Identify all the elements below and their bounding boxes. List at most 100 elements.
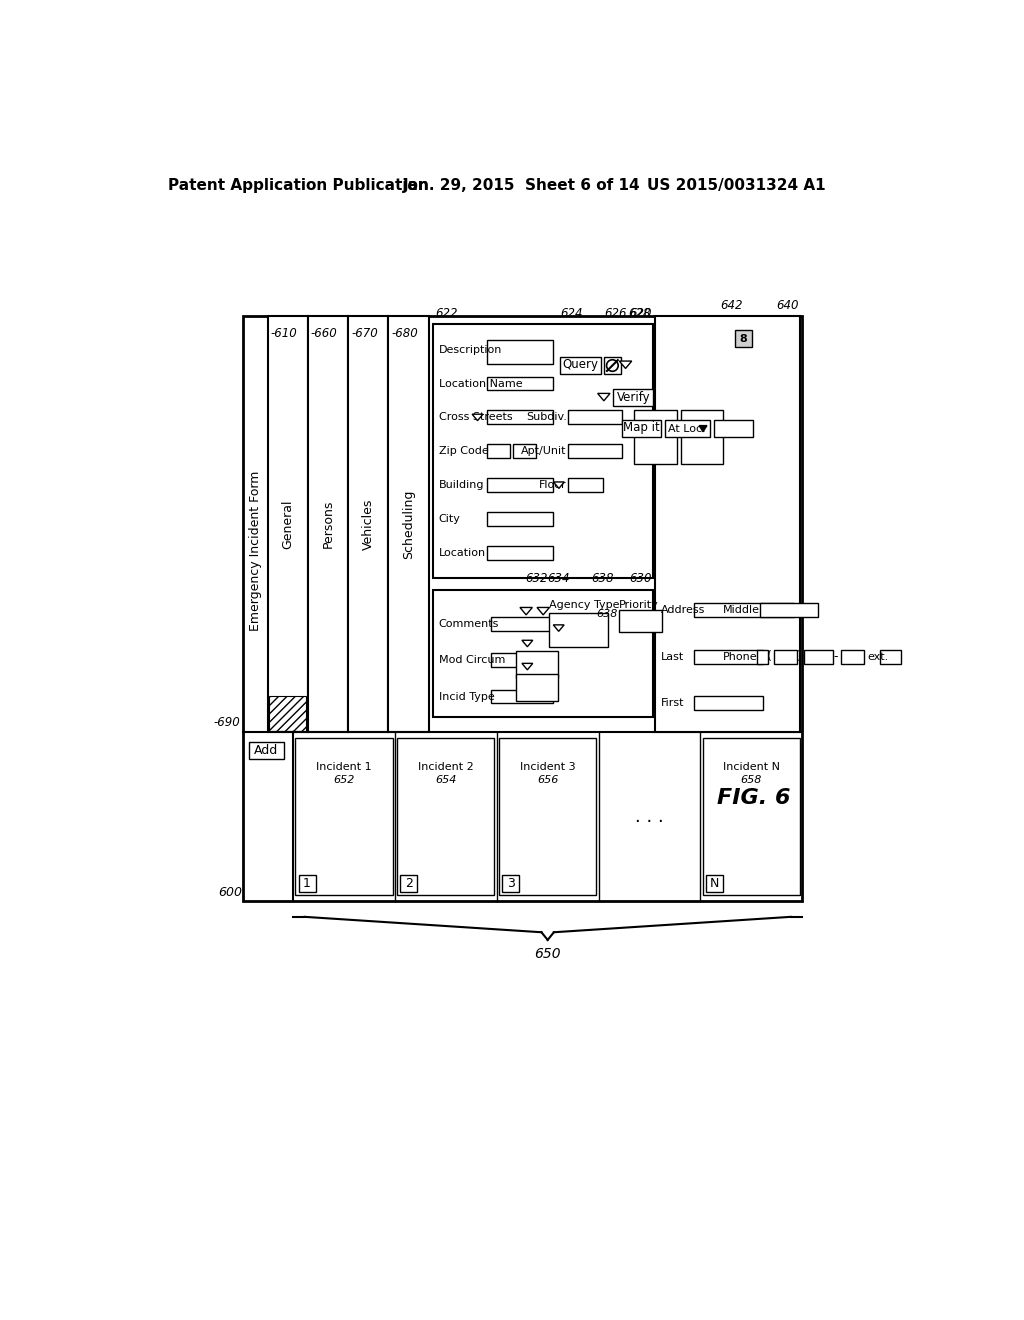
Polygon shape bbox=[522, 640, 532, 647]
Text: Query: Query bbox=[562, 358, 599, 371]
Text: Persons: Persons bbox=[322, 500, 335, 548]
Text: Building: Building bbox=[438, 480, 484, 490]
Bar bbox=[693, 696, 763, 710]
Bar bbox=[499, 738, 596, 895]
Text: At Loc.: At Loc. bbox=[669, 424, 706, 434]
Text: FIG. 6: FIG. 6 bbox=[717, 788, 791, 808]
Bar bbox=[550, 612, 607, 647]
Text: -670: -670 bbox=[351, 326, 378, 339]
Polygon shape bbox=[553, 624, 564, 631]
Bar bbox=[295, 738, 392, 895]
Bar bbox=[486, 411, 553, 424]
Bar bbox=[568, 411, 623, 424]
Bar bbox=[432, 323, 653, 578]
Text: -610: -610 bbox=[270, 326, 297, 339]
Bar bbox=[706, 875, 723, 892]
Text: -660: -660 bbox=[311, 326, 338, 339]
Bar bbox=[757, 649, 768, 664]
Bar bbox=[490, 616, 553, 631]
Polygon shape bbox=[620, 362, 632, 368]
Bar bbox=[269, 696, 306, 730]
Bar bbox=[486, 376, 553, 391]
Polygon shape bbox=[522, 664, 532, 669]
Text: 630: 630 bbox=[629, 573, 651, 585]
Bar bbox=[490, 653, 553, 667]
Text: Add: Add bbox=[254, 744, 279, 758]
Bar bbox=[665, 420, 710, 437]
Text: Vehicles: Vehicles bbox=[361, 499, 375, 550]
Text: Scheduling: Scheduling bbox=[402, 490, 415, 558]
Text: Priority: Priority bbox=[620, 601, 658, 610]
Text: Incid Type: Incid Type bbox=[438, 692, 495, 701]
Text: 654: 654 bbox=[435, 775, 457, 785]
Bar bbox=[693, 649, 763, 664]
Text: Incident 3: Incident 3 bbox=[520, 762, 575, 772]
Text: 638: 638 bbox=[596, 610, 617, 619]
Bar bbox=[486, 512, 553, 525]
Text: General: General bbox=[282, 499, 294, 549]
Text: 656: 656 bbox=[537, 775, 558, 785]
Bar bbox=[702, 738, 800, 895]
Bar bbox=[620, 610, 662, 632]
Text: 620: 620 bbox=[629, 306, 651, 319]
Text: Emergency Incident Form: Emergency Incident Form bbox=[249, 470, 261, 631]
Bar bbox=[397, 738, 495, 895]
Bar bbox=[243, 317, 802, 902]
Bar bbox=[432, 590, 653, 717]
Bar bbox=[654, 317, 800, 733]
Bar bbox=[774, 649, 798, 664]
Bar bbox=[604, 356, 621, 374]
Text: Location: Location bbox=[438, 548, 486, 558]
Bar bbox=[249, 742, 284, 759]
Bar bbox=[267, 317, 308, 733]
Text: 634: 634 bbox=[547, 573, 569, 585]
Bar bbox=[400, 875, 418, 892]
Text: Map it: Map it bbox=[624, 421, 660, 434]
Polygon shape bbox=[537, 607, 550, 615]
Text: 628: 628 bbox=[629, 306, 651, 319]
Bar bbox=[804, 649, 834, 664]
Bar bbox=[734, 330, 752, 347]
Bar bbox=[513, 445, 537, 458]
Text: 642: 642 bbox=[720, 298, 742, 312]
Text: -: - bbox=[834, 649, 838, 663]
Bar bbox=[490, 689, 553, 704]
Bar bbox=[841, 649, 864, 664]
Bar bbox=[299, 875, 315, 892]
Bar bbox=[634, 409, 677, 463]
Text: Comments: Comments bbox=[438, 619, 499, 628]
Text: Patent Application Publication: Patent Application Publication bbox=[168, 178, 429, 193]
Text: 2: 2 bbox=[404, 878, 413, 890]
Text: Incident N: Incident N bbox=[723, 762, 780, 772]
Bar bbox=[568, 445, 623, 458]
Polygon shape bbox=[554, 482, 564, 488]
Text: Mod Circum: Mod Circum bbox=[438, 655, 505, 665]
Bar bbox=[760, 603, 818, 618]
Text: Last: Last bbox=[662, 652, 684, 661]
Text: (: ( bbox=[767, 649, 772, 663]
Text: -690: -690 bbox=[214, 717, 241, 730]
Text: . . .: . . . bbox=[635, 808, 664, 826]
Bar bbox=[880, 649, 901, 664]
Text: Floor: Floor bbox=[539, 480, 566, 490]
Text: 622: 622 bbox=[435, 306, 458, 319]
Text: Phone: Phone bbox=[723, 652, 758, 661]
Bar bbox=[308, 317, 348, 733]
Text: Verify: Verify bbox=[616, 391, 650, 404]
Text: 638: 638 bbox=[591, 573, 613, 585]
Text: 632: 632 bbox=[525, 573, 548, 585]
Bar bbox=[348, 317, 388, 733]
Text: Middle: Middle bbox=[723, 606, 760, 615]
Text: Zip Code: Zip Code bbox=[438, 446, 488, 457]
Text: Incident 2: Incident 2 bbox=[418, 762, 474, 772]
Text: 626: 626 bbox=[604, 306, 627, 319]
Text: -680: -680 bbox=[391, 326, 418, 339]
Bar bbox=[502, 875, 519, 892]
Polygon shape bbox=[598, 393, 610, 401]
Text: First: First bbox=[662, 698, 684, 708]
Text: Address: Address bbox=[662, 606, 706, 615]
Text: Location Name: Location Name bbox=[438, 379, 522, 388]
Text: Subdiv.: Subdiv. bbox=[525, 412, 566, 422]
Polygon shape bbox=[472, 414, 483, 421]
Text: 3: 3 bbox=[507, 878, 515, 890]
